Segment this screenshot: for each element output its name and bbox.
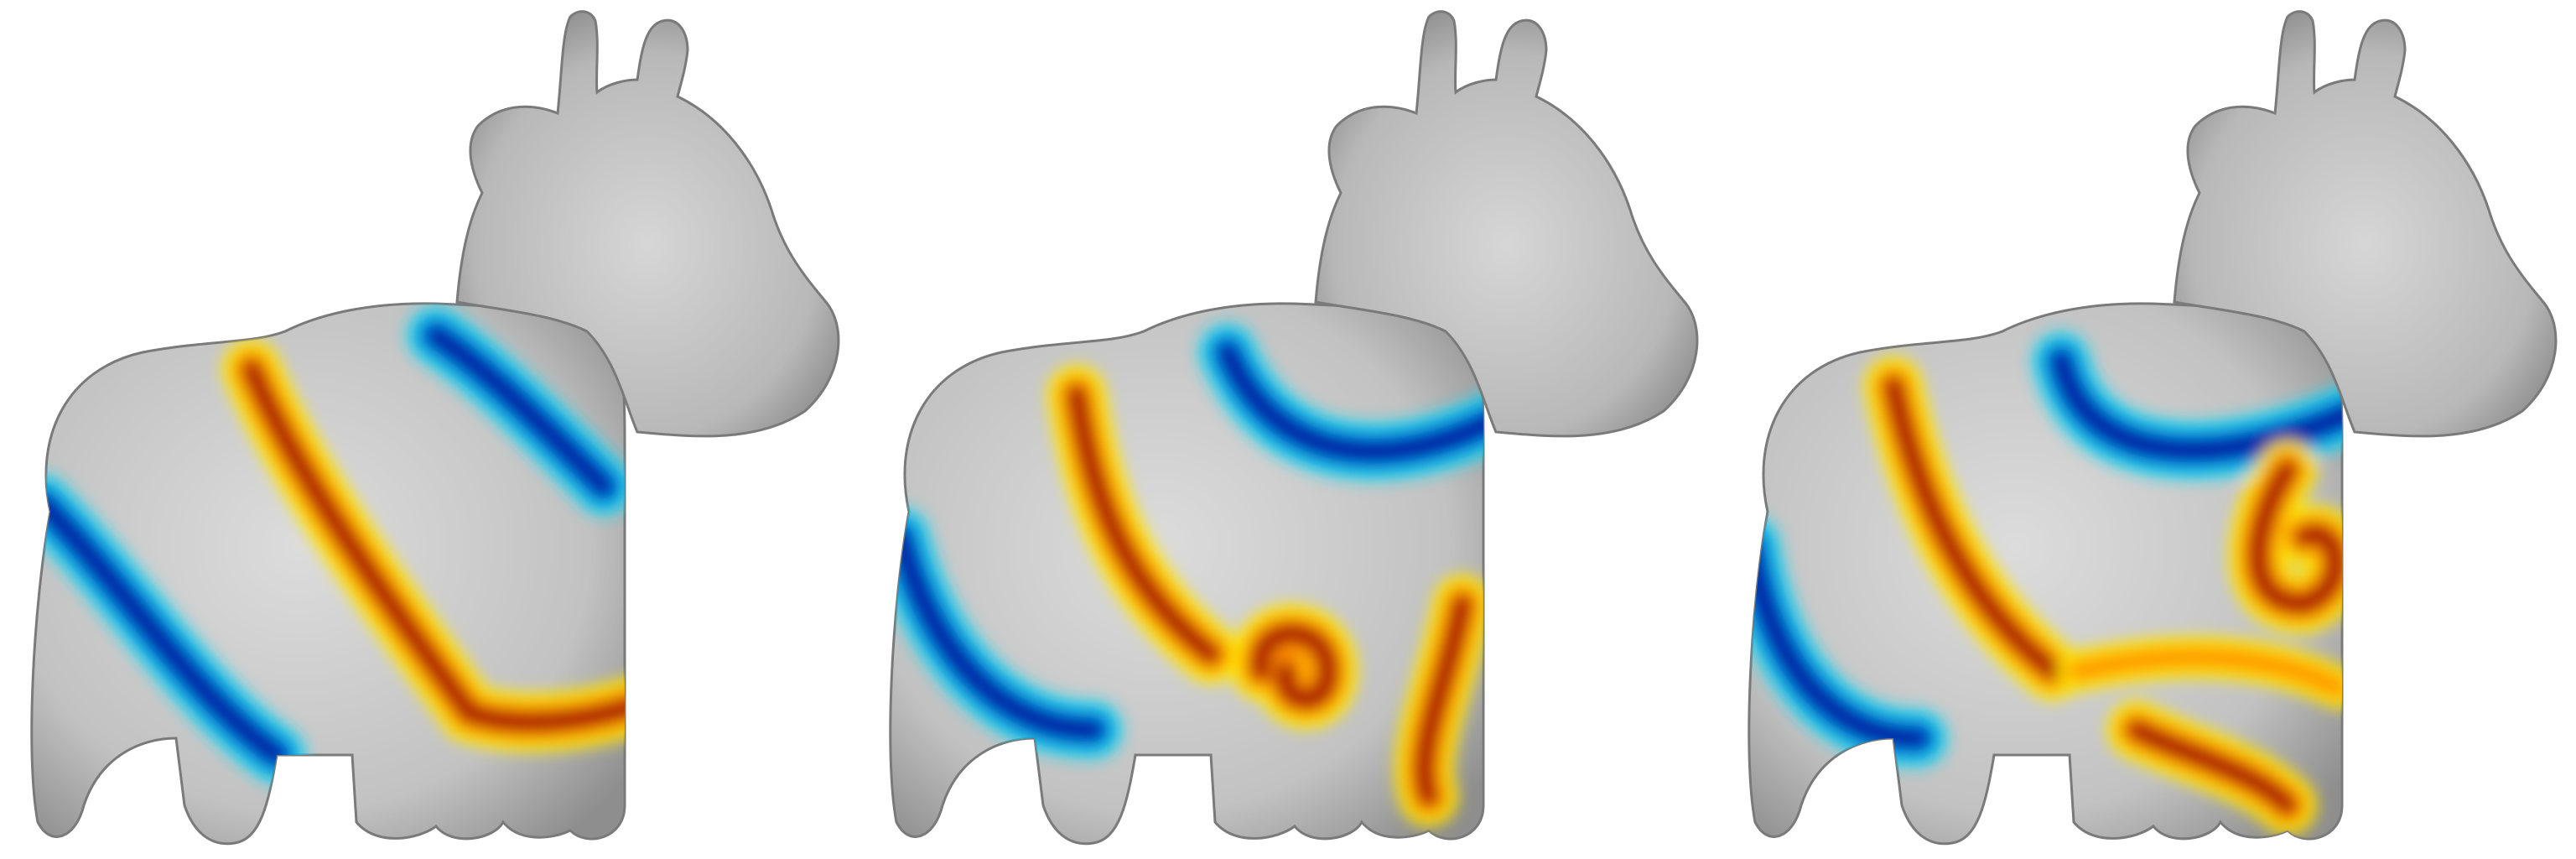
cow-render-2: [889, 10, 1699, 846]
color-field-stripes: [890, 323, 1484, 826]
cow-panel-2: [859, 0, 1717, 859]
color-field-stripes: [1748, 331, 2343, 835]
color-field-stripes: [31, 306, 626, 784]
cow-panel-3: [1717, 0, 2576, 859]
cow-head: [455, 10, 840, 438]
cow-head: [1314, 10, 1699, 438]
cow-panel-1: [0, 0, 859, 859]
cow-head: [2173, 10, 2558, 438]
cow-render-3: [1748, 10, 2558, 846]
cow-body: [889, 302, 1485, 846]
cow-render-1: [30, 10, 840, 846]
